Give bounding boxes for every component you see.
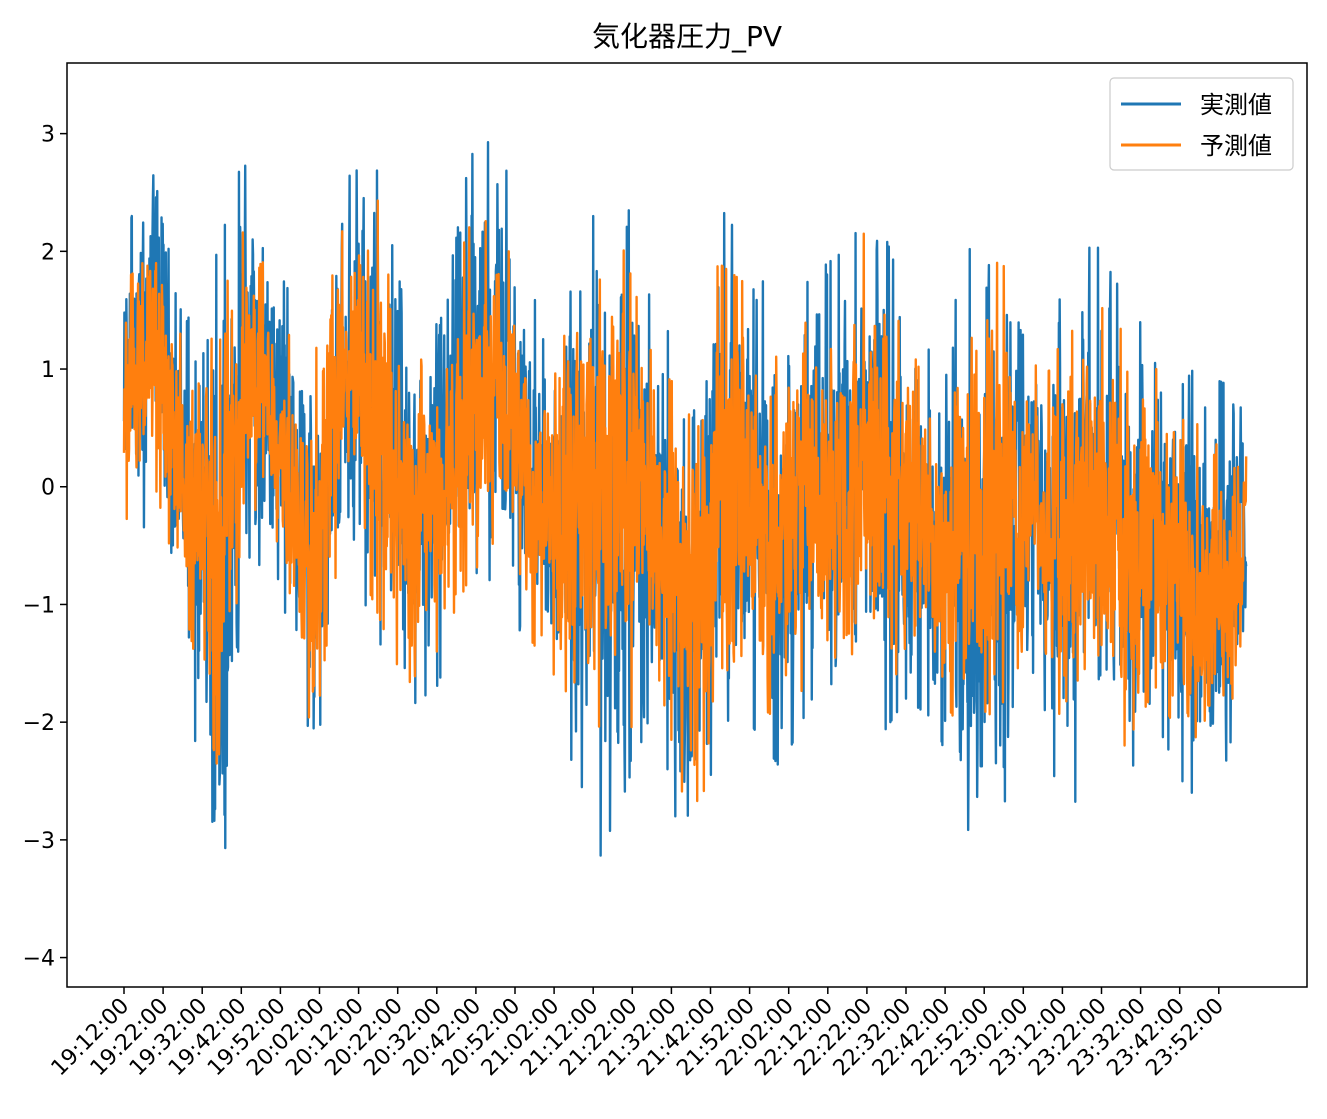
y-tick-label: −3 bbox=[23, 829, 55, 854]
legend: 実測値 予測値 bbox=[1109, 77, 1294, 171]
y-tick-label: −2 bbox=[23, 711, 55, 736]
y-axis: 3 2 1 0 −1 −2 −3 −4 bbox=[23, 123, 67, 972]
y-tick-label: 3 bbox=[41, 123, 55, 148]
series-layer bbox=[122, 140, 1248, 857]
legend-label-measured: 実測値 bbox=[1200, 91, 1272, 119]
legend-box bbox=[1109, 77, 1294, 171]
y-tick-label: −4 bbox=[23, 947, 55, 972]
y-tick-label: −1 bbox=[23, 593, 55, 618]
plot-frame bbox=[66, 62, 1308, 988]
series-line-1 bbox=[122, 199, 1248, 803]
legend-label-predicted: 予測値 bbox=[1200, 132, 1272, 160]
y-tick-label: 0 bbox=[41, 476, 55, 501]
y-tick-label: 1 bbox=[41, 358, 55, 383]
y-tick-label: 2 bbox=[41, 240, 55, 265]
chart-title: 気化器圧力_PV bbox=[592, 20, 782, 53]
